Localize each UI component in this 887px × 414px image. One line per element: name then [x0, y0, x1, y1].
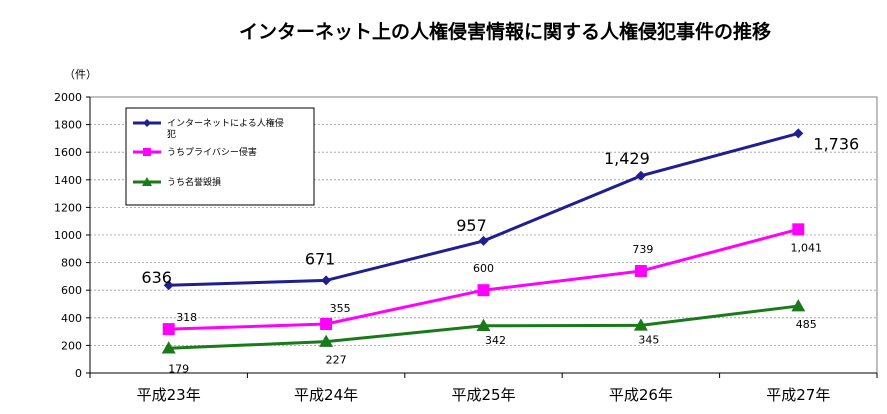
- legend-entry-label: うちプライバシー侵害: [167, 146, 257, 158]
- y-tick-label: 0: [75, 367, 82, 380]
- y-tick-label: 200: [61, 339, 82, 352]
- x-tick-label: 平成27年: [766, 386, 830, 404]
- y-tick-label: 800: [61, 257, 82, 270]
- x-tick-label: 平成25年: [451, 386, 515, 404]
- legend-entry-label: インターネットによる人権侵犯: [167, 117, 284, 140]
- data-point-square: [477, 284, 490, 297]
- data-label: 1,429: [604, 149, 650, 168]
- data-point-square: [792, 223, 805, 236]
- y-axis-unit-label: （件）: [64, 68, 97, 81]
- data-label: 1,041: [791, 241, 823, 254]
- data-point-triangle: [476, 318, 491, 332]
- legend-entry-label: うち名誉毀損: [167, 176, 221, 188]
- data-label: 179: [168, 362, 189, 375]
- data-point-triangle: [791, 299, 806, 312]
- legend-swatch-marker: [142, 177, 152, 186]
- data-label: 636: [141, 268, 172, 287]
- y-tick-label: 1600: [54, 146, 82, 159]
- y-tick-label: 400: [61, 312, 82, 325]
- data-point-square: [320, 318, 333, 331]
- y-tick-label: 2000: [54, 91, 82, 104]
- data-point-diamond: [635, 170, 646, 181]
- data-label: 355: [330, 302, 351, 315]
- x-tick-label: 平成24年: [294, 386, 358, 404]
- data-label: 957: [456, 216, 487, 235]
- data-point-diamond: [321, 275, 332, 286]
- data-point-diamond: [163, 280, 174, 291]
- y-tick-label: 1000: [54, 229, 82, 242]
- data-point-square: [634, 265, 647, 278]
- chart-title: インターネット上の人権侵害情報に関する人権侵犯事件の推移: [239, 20, 771, 43]
- data-label: 1,736: [813, 134, 859, 153]
- data-point-square: [162, 323, 175, 336]
- data-label: 600: [473, 262, 494, 275]
- data-label: 739: [632, 243, 653, 256]
- data-point-triangle: [633, 318, 648, 331]
- data-point-diamond: [793, 128, 804, 139]
- data-label: 227: [326, 354, 347, 367]
- data-point-diamond: [478, 235, 489, 246]
- y-tick-label: 600: [61, 284, 82, 297]
- y-tick-label: 1400: [54, 174, 82, 187]
- data-label: 318: [176, 311, 197, 324]
- data-point-triangle: [319, 334, 334, 347]
- plot-area: 0 200 400 600 800 1000 1200 1400 1600 1800 2000 平成2…: [54, 91, 878, 404]
- data-label: 345: [638, 333, 659, 346]
- data-label: 485: [796, 318, 817, 331]
- x-tick-label: 平成23年: [137, 386, 201, 404]
- y-tick-label: 1200: [54, 201, 82, 214]
- data-label: 342: [485, 334, 506, 347]
- legend-swatch-marker: [143, 119, 151, 127]
- data-label: 671: [305, 249, 336, 268]
- data-point-triangle: [161, 341, 176, 354]
- x-tick-label: 平成26年: [609, 386, 673, 404]
- legend-swatch-marker: [143, 148, 151, 156]
- y-tick-label: 1800: [54, 119, 82, 132]
